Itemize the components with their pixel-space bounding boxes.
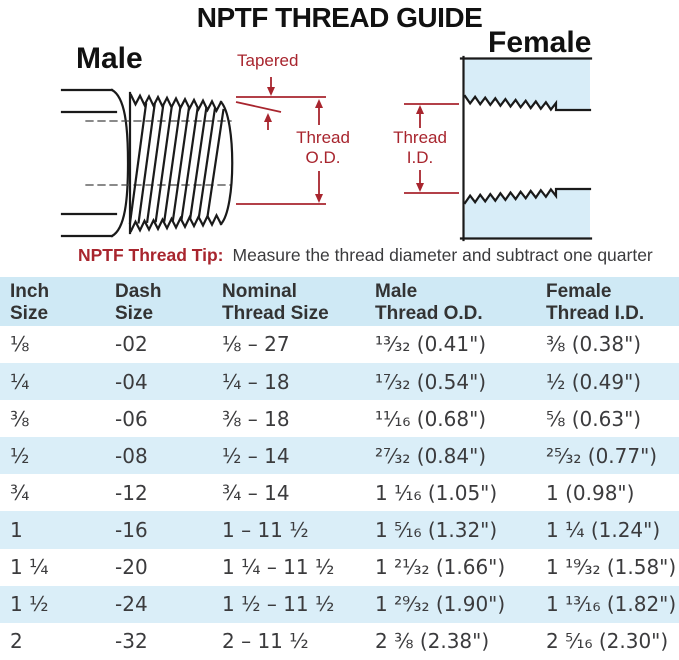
- table-cell: 1 ¹⁹⁄₃₂ (1.58"): [546, 555, 677, 580]
- column-header-2: Nominal Thread Size: [222, 281, 329, 325]
- table-cell: -32: [115, 629, 148, 654]
- table-cell: ⅜ (0.38"): [546, 332, 642, 357]
- tip-text: Measure the thread diameter and subtract…: [232, 245, 653, 265]
- thread-id-label: Thread I.D.: [393, 128, 447, 168]
- tip-label: NPTF Thread Tip:: [78, 245, 224, 265]
- table-row: ½ -08 ½ – 14 ²⁷⁄₃₂ (0.84") ²⁵⁄₃₂ (0.77"): [0, 437, 679, 475]
- table-row: ¼ -04 ¼ – 18 ¹⁷⁄₃₂ (0.54") ½ (0.49"): [0, 362, 679, 401]
- table-cell: ¾ – 14: [222, 480, 290, 505]
- table-cell: 2 ⁵⁄₁₆ (2.30"): [546, 629, 669, 654]
- table-cell: ²⁵⁄₃₂ (0.77"): [546, 443, 658, 468]
- table-cell: 2: [10, 629, 23, 654]
- table-cell: 1 ²¹⁄₃₂ (1.66"): [375, 555, 506, 580]
- table-cell: 1 ¼: [10, 555, 49, 580]
- female-fitting-body: [464, 58, 590, 239]
- tapered-label: Tapered: [237, 51, 299, 70]
- table-cell: 2 – 11 ½: [222, 629, 309, 654]
- table-row: ¾ -12 ¾ – 14 1 ¹⁄₁₆ (1.05") 1 (0.98"): [0, 474, 679, 511]
- thread-diagram: [60, 55, 593, 242]
- table-cell: ¼ – 18: [222, 369, 290, 394]
- table-cell: -04: [115, 369, 148, 394]
- thread-table: Inch Size Dash Size Nominal Thread Size Male Th…: [0, 277, 679, 660]
- table-cell: ¼: [10, 369, 30, 394]
- table-cell: -16: [115, 518, 148, 542]
- table-cell: -08: [115, 443, 148, 468]
- table-cell: ½ – 14: [222, 443, 290, 468]
- table-cell: 1 ½: [10, 592, 49, 617]
- table-row: 2 -32 2 – 11 ½ 2 ⅜ (2.38") 2 ⁵⁄₁₆ (2.30"): [0, 623, 679, 660]
- table-cell: ⅛: [10, 332, 30, 357]
- table-cell: 1 ¼ (1.24"): [546, 518, 661, 542]
- table-cell: ¾: [10, 480, 30, 505]
- table-cell: -24: [115, 592, 148, 617]
- table-cell: ⅜ – 18: [222, 406, 290, 431]
- table-cell: -02: [115, 332, 148, 357]
- table-cell: 1 ¼ – 11 ½: [222, 555, 335, 580]
- table-cell: ²⁷⁄₃₂ (0.84"): [375, 443, 487, 468]
- table-row: 1 ½ -24 1 ½ – 11 ½ 1 ²⁹⁄₃₂ (1.90") 1 ¹³⁄₁₆ (…: [0, 585, 679, 623]
- table-row: 1 -16 1 – 11 ½ 1 ⁵⁄₁₆ (1.32") 1 ¼ (1.24"): [0, 511, 679, 549]
- column-header-4: Female Thread I.D.: [546, 281, 645, 325]
- table-cell: -12: [115, 480, 148, 505]
- page-title: NPTF THREAD GUIDE: [196, 2, 483, 33]
- table-cell: 1 ½ – 11 ½: [222, 592, 335, 617]
- table-cell: 1 (0.98"): [546, 480, 635, 505]
- thread-od-label: Thread O.D.: [296, 128, 350, 168]
- table-cell: 1 ¹⁄₁₆ (1.05"): [375, 480, 498, 505]
- table-cell: ⅜: [10, 406, 30, 431]
- female-fitting-drawing: [459, 55, 593, 242]
- female-label: Female: [488, 26, 592, 59]
- table-cell: 1 ²⁹⁄₃₂ (1.90"): [375, 592, 506, 617]
- column-header-1: Dash Size: [115, 281, 162, 325]
- table-cell: 1 ¹³⁄₁₆ (1.82"): [546, 592, 677, 617]
- table-cell: ¹⁷⁄₃₂ (0.54"): [375, 369, 487, 394]
- table-cell: ¹¹⁄₁₆ (0.68"): [375, 406, 487, 431]
- dimension-annotations: [235, 77, 459, 205]
- table-cell: ⅝ (0.63"): [546, 406, 642, 431]
- table-cell: ¹³⁄₃₂ (0.41"): [375, 332, 487, 357]
- male-fitting-drawing: [60, 88, 234, 238]
- column-header-0: Inch Size: [10, 281, 50, 325]
- column-header-3: Male Thread O.D.: [375, 281, 483, 325]
- table-cell: 1: [10, 518, 23, 542]
- table-cell: ⅛ – 27: [222, 332, 290, 357]
- table-header-row: Inch Size Dash Size Nominal Thread Size Male Th…: [0, 277, 679, 326]
- table-cell: ½: [10, 443, 30, 468]
- table-cell: 1 ⁵⁄₁₆ (1.32"): [375, 518, 498, 542]
- table-row: 1 ¼ -20 1 ¼ – 11 ½ 1 ²¹⁄₃₂ (1.66") 1 ¹⁹⁄₃₂ (…: [0, 549, 679, 586]
- table-cell: -20: [115, 555, 148, 580]
- table-cell: 2 ⅜ (2.38"): [375, 629, 490, 654]
- table-row: ⅜ -06 ⅜ – 18 ¹¹⁄₁₆ (0.68") ⅝ (0.63"): [0, 400, 679, 437]
- table-cell: 1 – 11 ½: [222, 518, 309, 542]
- table-cell: ½ (0.49"): [546, 369, 642, 394]
- table-cell: -06: [115, 406, 148, 431]
- thread-tip: NPTF Thread Tip: Measure the thread diam…: [78, 245, 653, 266]
- table-row: ⅛ -02 ⅛ – 27 ¹³⁄₃₂ (0.41") ⅜ (0.38"): [0, 326, 679, 363]
- male-label: Male: [76, 42, 143, 75]
